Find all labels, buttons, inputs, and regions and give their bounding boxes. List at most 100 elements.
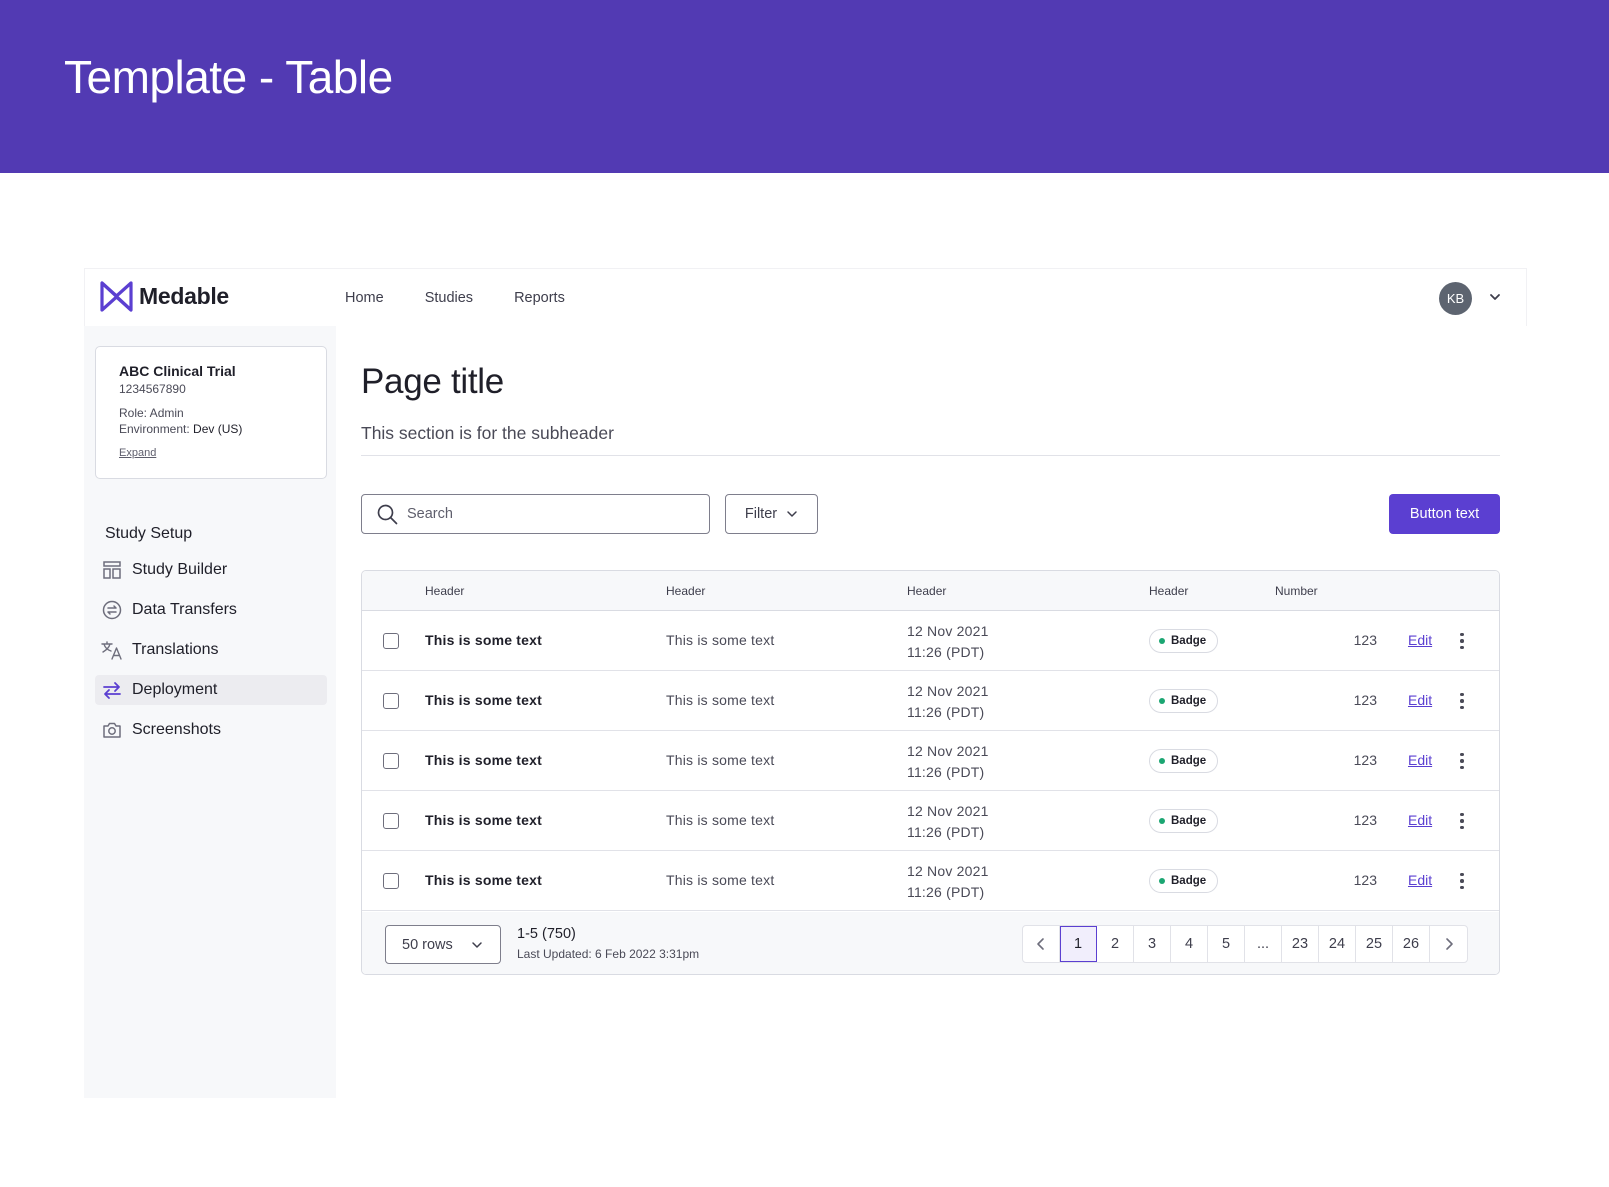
sidebar-item-study-builder[interactable]: Study Builder <box>95 555 327 585</box>
badge-label: Badge <box>1171 695 1207 707</box>
trial-name: ABC Clinical Trial <box>119 363 236 379</box>
row-checkbox[interactable] <box>383 873 399 889</box>
table-row[interactable]: This is some text This is some text 12 Nov… <box>362 851 1499 911</box>
cell-time: 11:26 (PDT) <box>907 644 985 660</box>
page-button[interactable]: 5 <box>1208 926 1245 962</box>
cell-number: 123 <box>1353 692 1377 708</box>
row-checkbox[interactable] <box>383 633 399 649</box>
camera-icon <box>101 719 123 741</box>
rows-per-page-value: 50 rows <box>402 936 453 953</box>
badge-label: Badge <box>1171 815 1207 827</box>
prev-page-chevron-left-icon[interactable] <box>1023 926 1060 962</box>
row-checkbox[interactable] <box>383 813 399 829</box>
search-input[interactable] <box>407 506 697 522</box>
cell-date: 12 Nov 2021 <box>907 743 989 759</box>
cell-date: 12 Nov 2021 <box>907 863 989 879</box>
sidebar-item-deployment[interactable]: Deployment <box>95 675 327 705</box>
cell-number: 123 <box>1353 872 1377 888</box>
page-button[interactable]: 24 <box>1319 926 1356 962</box>
cell-datetime: 12 Nov 2021 11:26 (PDT) <box>907 741 989 783</box>
medable-logo[interactable]: Medable <box>100 280 229 313</box>
badge-label: Badge <box>1171 875 1207 887</box>
row-checkbox[interactable] <box>383 753 399 769</box>
sidebar-item-label: Deployment <box>132 681 218 698</box>
study-setup-title: Study Setup <box>105 525 193 542</box>
table-footer: 50 rows 1-5 (750) Last Updated: 6 Feb 20… <box>362 912 1499 974</box>
table-row[interactable]: This is some text This is some text 12 Nov… <box>362 611 1499 671</box>
badge-dot-icon <box>1159 698 1165 704</box>
edit-link[interactable]: Edit <box>1408 692 1433 708</box>
filter-label: Filter <box>744 506 778 522</box>
cell-text-primary: This is some text <box>425 692 542 708</box>
primary-action-button[interactable]: Button text <box>1389 494 1500 534</box>
page-button[interactable]: 23 <box>1282 926 1319 962</box>
sidebar-item-data-transfers[interactable]: Data Transfers <box>95 595 327 625</box>
cell-text-secondary: This is some text <box>666 632 775 648</box>
translate-icon <box>101 639 123 661</box>
banner-title: Template - Table <box>64 51 393 103</box>
sidebar-item-translations[interactable]: Translations <box>95 635 327 665</box>
cell-datetime: 12 Nov 2021 11:26 (PDT) <box>907 681 989 723</box>
cell-number: 123 <box>1353 752 1377 768</box>
column-header-number[interactable]: Number <box>1275 584 1318 598</box>
page-ellipsis: ... <box>1245 926 1282 962</box>
layout-icon <box>101 559 123 581</box>
table-row[interactable]: This is some text This is some text 12 Nov… <box>362 671 1499 731</box>
column-header[interactable]: Header <box>666 584 706 598</box>
badge-dot-icon <box>1159 878 1165 884</box>
more-options-icon[interactable] <box>1452 690 1472 712</box>
filter-button[interactable]: Filter <box>725 494 818 534</box>
status-badge: Badge <box>1149 869 1219 893</box>
edit-link[interactable]: Edit <box>1408 872 1433 888</box>
page-button[interactable]: 1 <box>1060 926 1097 962</box>
env-label: Environment: <box>119 422 194 436</box>
edit-link[interactable]: Edit <box>1408 752 1433 768</box>
more-options-icon[interactable] <box>1452 750 1472 772</box>
more-options-icon[interactable] <box>1452 870 1472 892</box>
edit-link[interactable]: Edit <box>1408 812 1433 828</box>
user-avatar[interactable]: KB <box>1439 282 1472 315</box>
page-button[interactable]: 2 <box>1097 926 1134 962</box>
page-button[interactable]: 3 <box>1134 926 1171 962</box>
cell-text-secondary: This is some text <box>666 872 775 888</box>
cell-datetime: 12 Nov 2021 11:26 (PDT) <box>907 861 989 903</box>
search-icon <box>377 504 398 524</box>
badge-label: Badge <box>1171 635 1207 647</box>
app-frame: Medable Home Studies Reports KB ABC Clin… <box>84 268 1527 1098</box>
page-button[interactable]: 26 <box>1393 926 1430 962</box>
sidebar-item-screenshots[interactable]: Screenshots <box>95 715 327 745</box>
rows-per-page-select[interactable]: 50 rows <box>385 925 501 964</box>
cell-time: 11:26 (PDT) <box>907 884 985 900</box>
chevron-down-icon[interactable] <box>1488 290 1502 304</box>
cell-datetime: 12 Nov 2021 11:26 (PDT) <box>907 621 989 663</box>
expand-link[interactable]: Expand <box>119 447 157 459</box>
more-options-icon[interactable] <box>1452 630 1472 652</box>
more-options-icon[interactable] <box>1452 810 1472 832</box>
nav-home[interactable]: Home <box>345 290 384 306</box>
column-header[interactable]: Header <box>1149 584 1189 598</box>
logo-text: Medable <box>139 283 229 309</box>
last-updated: Last Updated: 6 Feb 2022 3:31pm <box>517 947 700 961</box>
page-button[interactable]: 25 <box>1356 926 1393 962</box>
cell-datetime: 12 Nov 2021 11:26 (PDT) <box>907 801 989 843</box>
cell-date: 12 Nov 2021 <box>907 803 989 819</box>
column-header[interactable]: Header <box>425 584 465 598</box>
table-row[interactable]: This is some text This is some text 12 Nov… <box>362 731 1499 791</box>
study-setup-menu: Study Builder Data Transfers Translation… <box>95 555 327 755</box>
table-row[interactable]: This is some text This is some text 12 Nov… <box>362 791 1499 851</box>
swap-arrows-icon <box>101 679 123 701</box>
sidebar-item-label: Screenshots <box>132 721 221 738</box>
search-box[interactable] <box>361 494 710 534</box>
sidebar-item-label: Data Transfers <box>132 601 237 618</box>
page-button[interactable]: 4 <box>1171 926 1208 962</box>
table-body: This is some text This is some text 12 Nov… <box>362 611 1499 911</box>
column-header[interactable]: Header <box>907 584 947 598</box>
next-page-chevron-right-icon[interactable] <box>1430 926 1467 962</box>
cell-date: 12 Nov 2021 <box>907 683 989 699</box>
nav-reports[interactable]: Reports <box>514 290 565 306</box>
data-table: Header Header Header Header Number This … <box>361 570 1500 975</box>
nav-studies[interactable]: Studies <box>424 290 474 306</box>
row-checkbox[interactable] <box>383 693 399 709</box>
pagination: 1 2 3 4 5... 23 24 25 26 <box>1022 925 1468 963</box>
edit-link[interactable]: Edit <box>1408 632 1433 648</box>
